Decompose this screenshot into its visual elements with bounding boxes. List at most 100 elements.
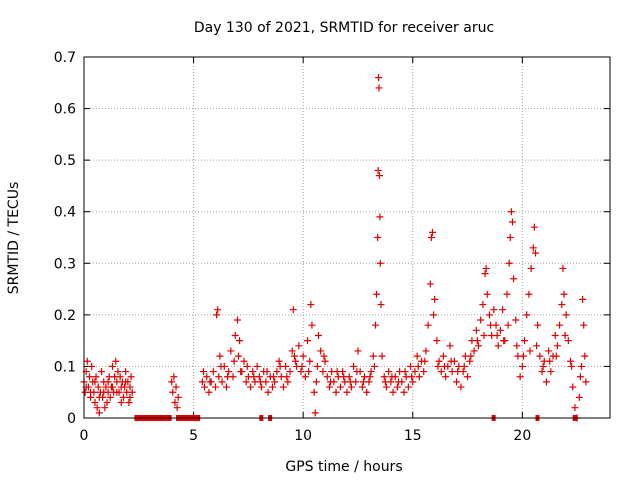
data-point bbox=[582, 378, 590, 386]
data-point bbox=[371, 321, 379, 329]
data-point bbox=[546, 357, 554, 365]
data-point bbox=[454, 368, 462, 376]
data-point bbox=[117, 399, 125, 407]
data-point bbox=[508, 218, 516, 226]
data-point bbox=[388, 373, 396, 381]
y-tick-label: 0.2 bbox=[54, 308, 76, 324]
data-point bbox=[369, 352, 377, 360]
data-point bbox=[128, 388, 136, 396]
y-tick-label: 0.5 bbox=[54, 153, 76, 169]
data-point bbox=[404, 383, 412, 391]
data-point bbox=[93, 404, 101, 412]
data-point bbox=[235, 352, 243, 360]
data-point bbox=[325, 383, 333, 391]
data-point bbox=[460, 362, 468, 370]
data-point bbox=[499, 306, 507, 314]
data-point bbox=[222, 383, 230, 391]
data-point bbox=[531, 249, 539, 257]
data-point bbox=[315, 331, 323, 339]
data-point bbox=[98, 368, 106, 376]
data-point bbox=[104, 378, 112, 386]
data-point bbox=[481, 270, 489, 278]
data-point bbox=[295, 342, 303, 350]
data-point bbox=[483, 290, 491, 298]
data-point bbox=[95, 393, 103, 401]
data-point bbox=[119, 393, 127, 401]
x-tick-label: 10 bbox=[294, 428, 312, 444]
data-point bbox=[534, 321, 542, 329]
data-point bbox=[421, 357, 429, 365]
data-point bbox=[319, 368, 327, 376]
data-point bbox=[101, 404, 109, 412]
data-point bbox=[201, 383, 209, 391]
data-point bbox=[116, 373, 124, 381]
data-point bbox=[374, 166, 382, 174]
data-point bbox=[247, 383, 255, 391]
data-point bbox=[347, 383, 355, 391]
data-point bbox=[317, 347, 325, 355]
data-point bbox=[487, 321, 495, 329]
data-point bbox=[114, 368, 122, 376]
data-point bbox=[313, 362, 321, 370]
data-point bbox=[213, 311, 221, 319]
data-point bbox=[321, 357, 329, 365]
data-point bbox=[308, 321, 316, 329]
data-point bbox=[174, 393, 182, 401]
data-point bbox=[168, 378, 176, 386]
data-point bbox=[576, 373, 584, 381]
data-point bbox=[301, 373, 309, 381]
data-point bbox=[505, 259, 513, 267]
data-point bbox=[475, 342, 482, 350]
y-tick-label: 0.3 bbox=[54, 256, 76, 272]
y-tick-label: 0.7 bbox=[54, 50, 76, 66]
data-point bbox=[108, 383, 116, 391]
data-point bbox=[426, 280, 434, 288]
data-point bbox=[206, 378, 214, 386]
data-point bbox=[464, 373, 472, 381]
data-point bbox=[467, 352, 475, 360]
data-point bbox=[470, 347, 478, 355]
data-point bbox=[366, 373, 374, 381]
data-point bbox=[279, 383, 287, 391]
data-point bbox=[413, 352, 421, 360]
data-point bbox=[373, 290, 381, 298]
data-point bbox=[307, 301, 315, 309]
data-point bbox=[336, 383, 344, 391]
data-point bbox=[353, 368, 361, 376]
data-point bbox=[113, 388, 121, 396]
data-point bbox=[290, 352, 298, 360]
data-point bbox=[381, 378, 389, 386]
data-point bbox=[434, 362, 442, 370]
data-point bbox=[441, 362, 449, 370]
data-point bbox=[327, 378, 335, 386]
data-point bbox=[233, 316, 241, 324]
data-point bbox=[500, 337, 508, 345]
data-point bbox=[551, 331, 559, 339]
data-point bbox=[242, 378, 250, 386]
data-point bbox=[126, 383, 134, 391]
data-point bbox=[473, 337, 481, 345]
data-point bbox=[433, 337, 441, 345]
data-point bbox=[100, 388, 108, 396]
data-point bbox=[273, 368, 281, 376]
data-point bbox=[85, 373, 93, 381]
data-point bbox=[310, 388, 318, 396]
y-axis-label: SRMTID / TECUs bbox=[6, 182, 22, 295]
data-point bbox=[243, 362, 251, 370]
data-point bbox=[376, 259, 384, 267]
data-point bbox=[411, 368, 419, 376]
data-point bbox=[507, 208, 515, 216]
x-tick-label: 0 bbox=[80, 428, 89, 444]
data-point bbox=[270, 373, 278, 381]
data-point bbox=[496, 326, 504, 334]
x-tick-label: 20 bbox=[513, 428, 531, 444]
data-point bbox=[526, 347, 534, 355]
data-point bbox=[457, 383, 465, 391]
data-point bbox=[95, 409, 103, 417]
data-point bbox=[485, 311, 493, 319]
data-point bbox=[358, 383, 366, 391]
data-point bbox=[414, 362, 422, 370]
data-point bbox=[415, 373, 423, 381]
data-point bbox=[92, 373, 100, 381]
data-point bbox=[286, 368, 294, 376]
